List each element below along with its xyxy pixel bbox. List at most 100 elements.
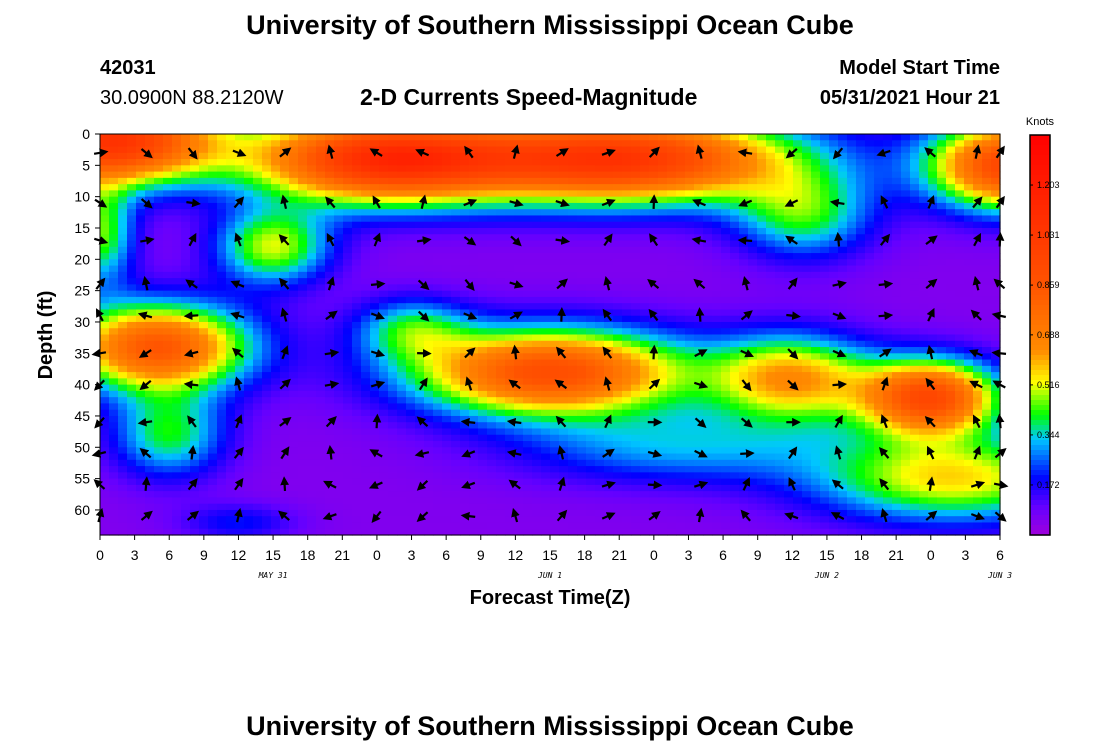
heat-cell [595, 447, 605, 455]
heat-cell [379, 340, 389, 348]
heat-cell [370, 459, 380, 467]
heat-cell [226, 215, 236, 223]
heat-cell [532, 177, 542, 185]
heat-cell [280, 177, 290, 185]
heat-cell [685, 466, 695, 473]
heat-cell [136, 403, 146, 411]
heat-cell [532, 140, 542, 148]
heat-cell [658, 171, 668, 179]
heat-cell [793, 284, 803, 292]
heat-cell [766, 359, 776, 367]
heat-cell [658, 478, 668, 486]
heat-cell [451, 284, 461, 292]
heat-cell [451, 134, 461, 141]
heat-cell [757, 378, 767, 386]
heat-cell [352, 434, 362, 442]
heat-cell [505, 403, 515, 411]
heat-cell [100, 365, 110, 373]
heat-cell [298, 215, 308, 223]
heat-cell [262, 372, 272, 379]
heat-cell [253, 321, 263, 329]
heat-cell [676, 503, 686, 511]
heat-cell [100, 303, 110, 311]
heat-cell [784, 403, 794, 411]
heat-cell [766, 278, 776, 285]
heat-cell [109, 321, 119, 329]
heat-cell [685, 190, 695, 198]
heat-cell [631, 284, 641, 292]
heat-cell [550, 353, 560, 361]
heat-cell [766, 140, 776, 148]
heat-cell [163, 196, 173, 204]
heat-cell [793, 146, 803, 154]
heat-cell [379, 296, 389, 304]
heat-cell [694, 246, 704, 254]
heat-cell [199, 353, 209, 361]
heat-cell [676, 472, 686, 480]
heat-cell [712, 321, 722, 329]
heat-cell [154, 397, 164, 405]
heat-cell [712, 441, 722, 448]
heat-cell [532, 415, 542, 423]
heat-cell [541, 246, 551, 254]
heat-cell [460, 347, 470, 354]
heat-cell [550, 365, 560, 373]
heat-cell [388, 347, 398, 354]
heat-cell [379, 453, 389, 461]
heat-cell [208, 328, 218, 336]
heat-cell [496, 522, 506, 530]
heat-cell [145, 397, 155, 405]
heat-cell [595, 309, 605, 317]
heat-cell [226, 459, 236, 467]
heat-cell [496, 152, 506, 160]
heat-cell [145, 359, 155, 367]
heat-cell [334, 522, 344, 530]
heat-cell [586, 472, 596, 480]
heat-cell [685, 453, 695, 461]
heat-cell [757, 428, 767, 436]
heat-cell [316, 378, 326, 386]
heat-cell [739, 227, 749, 235]
heat-cell [478, 359, 488, 367]
heat-cell [217, 278, 227, 285]
heat-cell [325, 134, 335, 141]
heat-cell [550, 278, 560, 285]
heat-cell [496, 340, 506, 348]
heat-cell [478, 296, 488, 304]
heat-cell [505, 334, 515, 342]
heat-cell [586, 184, 596, 191]
heat-cell [613, 334, 623, 342]
heat-cell [325, 384, 335, 392]
heat-cell [523, 177, 533, 185]
heat-cell [334, 491, 344, 499]
heat-cell [478, 397, 488, 405]
heat-cell [163, 159, 173, 166]
heat-cell [118, 234, 128, 242]
heat-cell [685, 315, 695, 323]
heat-cell [514, 340, 524, 348]
heat-cell [127, 152, 137, 160]
heat-cell [757, 340, 767, 348]
heat-cell [181, 497, 191, 505]
heat-cell [217, 171, 227, 179]
heat-cell [217, 221, 227, 229]
heat-cell [523, 146, 533, 154]
heat-cell [604, 140, 614, 148]
heat-cell [478, 190, 488, 198]
heat-cell [433, 390, 443, 398]
heat-cell [568, 184, 578, 191]
heat-cell [379, 447, 389, 455]
heat-cell [676, 415, 686, 423]
heat-cell [343, 259, 353, 267]
heat-cell [550, 234, 560, 242]
heat-cell [226, 378, 236, 386]
heat-cell [406, 334, 416, 342]
heat-cell [307, 227, 317, 235]
heat-cell [469, 403, 479, 411]
heat-cell [631, 177, 641, 185]
heat-cell [451, 290, 461, 298]
heat-cell [469, 353, 479, 361]
heat-cell [109, 171, 119, 179]
heat-cell [352, 409, 362, 417]
heat-cell [199, 422, 209, 430]
